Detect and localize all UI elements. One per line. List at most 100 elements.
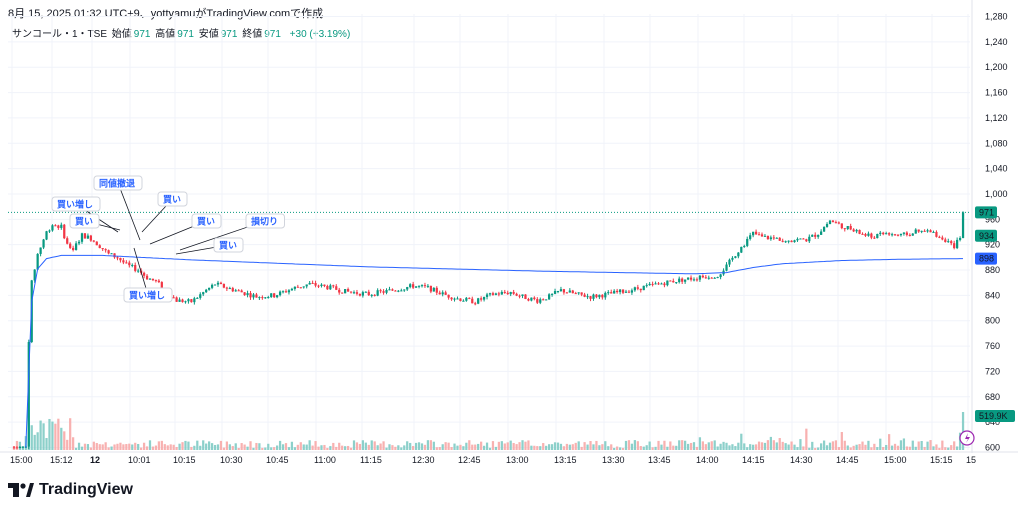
candle-body	[148, 278, 152, 280]
candle-body	[151, 278, 155, 281]
candle-body	[893, 234, 897, 236]
candle-body	[876, 233, 879, 239]
candle-body	[944, 239, 947, 242]
candle-body	[604, 292, 607, 298]
annotation-label: 買い	[75, 217, 93, 227]
candle-body	[77, 241, 81, 244]
volume-bar	[870, 447, 873, 450]
volume-bar	[961, 412, 965, 450]
candle-body	[583, 294, 586, 297]
candle-body	[429, 285, 432, 292]
candle-body	[379, 290, 382, 292]
candle-body	[642, 285, 645, 291]
y-tick-label: 840	[985, 290, 1000, 300]
candle-body	[208, 287, 211, 290]
volume-bar	[958, 432, 962, 450]
annotation-label: 買い増し	[129, 290, 165, 301]
tradingview-logo[interactable]: TradingView	[8, 481, 133, 499]
volume-bar	[231, 446, 234, 450]
volume-bar	[610, 444, 613, 450]
volume-bar	[278, 440, 282, 450]
volume-bar	[77, 442, 81, 450]
candle-body	[713, 277, 716, 279]
candle-body	[329, 285, 332, 290]
x-tick-label: 12:30	[412, 455, 435, 465]
candle-body	[42, 239, 45, 248]
candle-body	[757, 234, 761, 236]
candle-body	[444, 292, 447, 295]
volume-bar	[577, 441, 580, 450]
volume-bar	[725, 442, 728, 450]
volume-bar	[261, 447, 264, 450]
candle-body	[267, 297, 270, 299]
candle-body	[624, 291, 628, 293]
volume-bar	[80, 446, 84, 450]
candle-body	[358, 293, 362, 296]
candle-body	[734, 256, 737, 258]
y-tick-label: 1,280	[985, 12, 1008, 22]
volume-bar	[110, 446, 113, 450]
volume-bar	[193, 445, 196, 450]
annotation-box	[245, 213, 285, 229]
candle-body	[947, 241, 950, 243]
volume-bar	[760, 442, 764, 450]
candle-body	[299, 287, 302, 289]
candle-body	[145, 275, 149, 280]
y-tick-label: 1,200	[985, 62, 1008, 72]
candle-body	[902, 232, 906, 234]
volume-bar	[210, 443, 214, 450]
candle-body	[27, 342, 30, 447]
annotation-box	[213, 237, 244, 253]
volume-bar	[104, 442, 107, 450]
candle-body	[131, 265, 134, 267]
volume-bar	[849, 447, 852, 450]
candle-body	[296, 286, 299, 288]
volume-bar	[852, 445, 855, 450]
volume-bar	[536, 446, 539, 450]
candle-body	[704, 277, 707, 279]
volume-bar	[737, 442, 740, 450]
volume-bar	[39, 420, 42, 450]
volume-bar	[196, 440, 199, 450]
volume-bar	[896, 445, 900, 450]
volume-bar	[689, 442, 693, 450]
volume-bar	[364, 442, 367, 450]
volume-bar	[923, 446, 926, 450]
volume-bar	[450, 447, 453, 450]
volume-bar	[400, 447, 403, 450]
volume-bar	[296, 444, 299, 450]
candle-body	[666, 280, 669, 286]
candle-body	[545, 299, 548, 301]
volume-bar	[672, 445, 675, 450]
volume-bar	[270, 447, 273, 450]
volume-bar	[524, 441, 527, 450]
x-tick-label: 15:00	[884, 455, 907, 465]
volume-bar	[621, 447, 625, 450]
volume-bar	[494, 446, 498, 450]
x-tick-label: 10:30	[220, 455, 243, 465]
candle-body	[98, 245, 101, 249]
candle-body	[802, 238, 805, 240]
candle-body	[536, 299, 539, 303]
candle-body	[60, 224, 63, 228]
candle-body	[477, 298, 480, 304]
candle-body	[846, 225, 849, 230]
change-value: +30 (+3.19%)	[289, 29, 351, 40]
candle-body	[72, 247, 75, 250]
volume-bar	[926, 441, 929, 450]
volume-bar	[509, 440, 512, 450]
volume-bar	[636, 441, 639, 450]
x-tick-label: 13:45	[648, 455, 671, 465]
candle-body	[278, 291, 282, 296]
annotation-pointer	[133, 247, 149, 296]
volume-bar	[284, 443, 288, 450]
volume-bar	[533, 445, 536, 450]
candle-body	[459, 298, 462, 301]
volume-bar	[252, 447, 255, 450]
candle-body	[799, 238, 802, 240]
volume-bar	[506, 442, 509, 450]
volume-bar	[890, 445, 894, 450]
volume-tag	[975, 410, 1015, 422]
volume-bar	[107, 447, 110, 450]
